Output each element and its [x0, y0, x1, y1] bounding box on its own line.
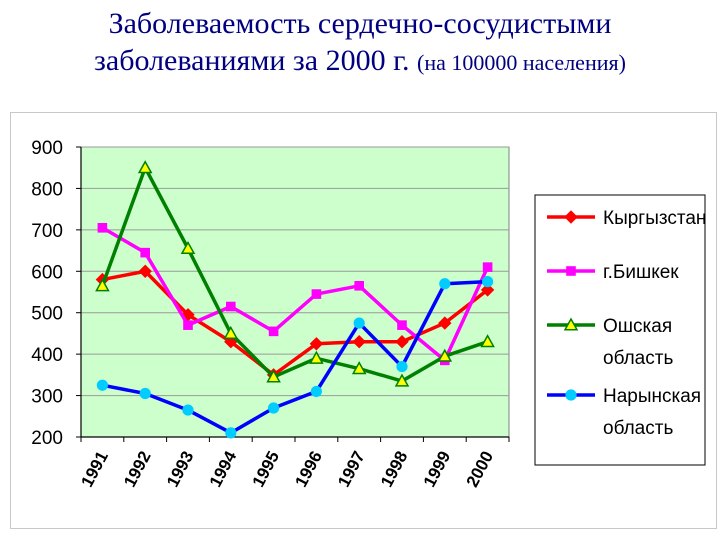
x-tick-label: 1992: [120, 448, 155, 490]
y-tick-label: 900: [31, 138, 63, 159]
legend-label: Кыргызстан: [603, 208, 706, 229]
data-point: [566, 266, 576, 276]
data-point: [310, 385, 322, 398]
data-point: [138, 264, 152, 278]
title-line-2: заболеваниями за 2000 г. (на 100000 насе…: [0, 43, 720, 80]
x-tick-label: 1994: [206, 447, 241, 490]
series-line-1: [102, 269, 489, 377]
data-point: [394, 373, 410, 387]
y-tick-label: 700: [31, 221, 63, 242]
chart-title: Заболеваемость сердечно-сосудистыми забо…: [0, 6, 720, 79]
y-tick-label: 200: [31, 428, 63, 449]
data-point: [226, 301, 236, 312]
legend-label: Ошская: [603, 316, 672, 337]
data-point: [480, 334, 495, 348]
series-line-4: [102, 279, 488, 435]
legend-box: [534, 194, 706, 466]
data-point: [396, 360, 408, 373]
legend-label: г.Бишкек: [603, 262, 679, 283]
data-point: [225, 427, 237, 439]
data-point: [482, 262, 493, 272]
data-point: [311, 289, 322, 299]
data-point: [266, 369, 281, 383]
data-point: [223, 325, 239, 339]
y-tick-label: 800: [31, 179, 63, 200]
x-tick-label: 1999: [420, 448, 455, 490]
legend-label: область: [603, 348, 673, 369]
data-point: [309, 350, 324, 364]
data-point: [139, 387, 151, 400]
data-point: [480, 283, 495, 297]
y-tick-label: 600: [31, 262, 63, 283]
data-point: [309, 337, 324, 351]
series-line-2: [101, 226, 490, 363]
data-point: [563, 317, 579, 331]
x-tick-label: 1993: [163, 448, 198, 490]
data-point: [97, 222, 108, 233]
data-point: [353, 317, 365, 329]
data-point: [183, 320, 193, 330]
line-chart: 200 300 400 500 600 700 800 900 1991 1992 1993 1994…: [31, 138, 706, 490]
x-tick-label: 1991: [77, 448, 112, 490]
data-point: [395, 335, 409, 349]
data-point: [437, 348, 453, 362]
data-point: [96, 379, 109, 391]
x-tick-label: 1998: [377, 448, 412, 490]
title-main: заболеваниями за 2000 г.: [94, 43, 410, 77]
data-point: [268, 326, 279, 337]
data-point: [140, 247, 150, 258]
data-point: [354, 280, 364, 291]
legend-label: Нарынская: [603, 386, 701, 407]
series-line-3: [100, 165, 489, 383]
data-point: [180, 240, 196, 255]
data-point: [137, 160, 153, 174]
data-point: [438, 316, 452, 330]
data-point: [95, 278, 110, 292]
data-point: [482, 276, 494, 288]
y-tick-label: 400: [31, 345, 63, 366]
title-line-1: Заболеваемость сердечно-сосудистыми: [108, 7, 612, 40]
plot-area: [80, 146, 510, 438]
data-point: [439, 278, 451, 290]
x-tick-label: 1996: [291, 448, 326, 490]
legend-label: область: [603, 418, 673, 439]
x-tick-label: 1997: [334, 448, 369, 490]
chart-figure: 200 300 400 500 600 700 800 900 1991 1992 1993 1994…: [10, 112, 717, 529]
data-point: [351, 361, 367, 375]
y-tick-label: 300: [31, 387, 63, 408]
x-tick-label: 1995: [249, 448, 284, 490]
y-tick-label: 500: [31, 304, 63, 325]
title-subtitle: (на 100000 населения): [417, 49, 626, 75]
x-tick-label: 2000: [463, 448, 498, 490]
data-point: [182, 404, 194, 416]
data-point: [268, 402, 280, 414]
data-point: [352, 335, 366, 349]
data-point: [397, 320, 407, 330]
data-point: [565, 389, 577, 401]
data-point: [564, 210, 578, 224]
